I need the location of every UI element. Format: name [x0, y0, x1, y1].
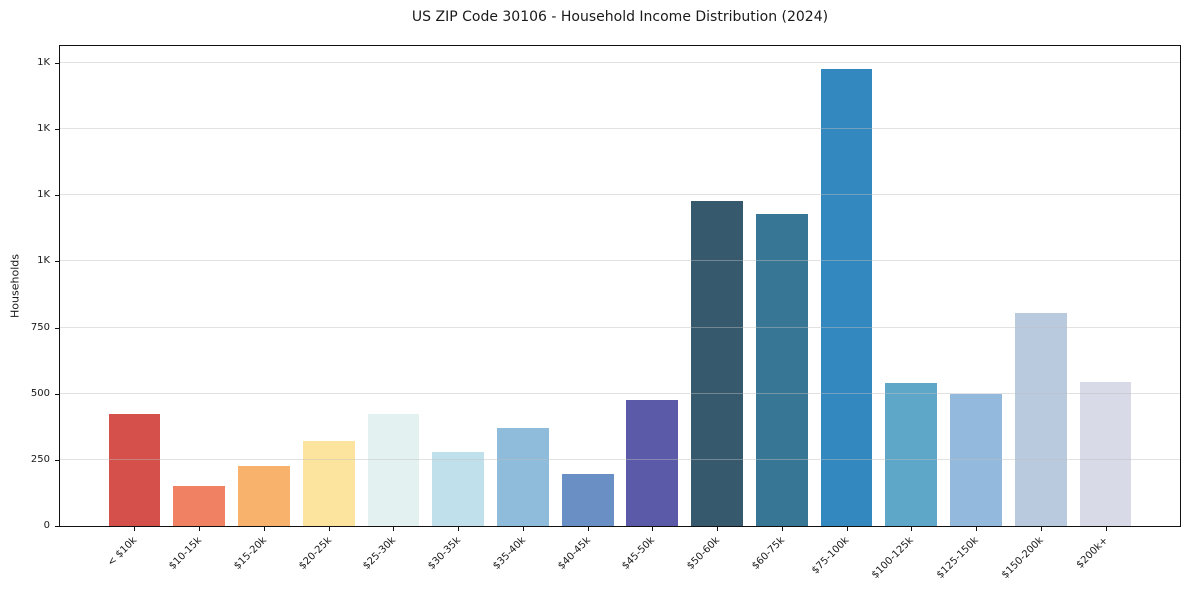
- gridline-500: [60, 392, 1180, 394]
- x-tick-mark: [523, 527, 524, 531]
- x-tick-label: $15-20k: [231, 535, 269, 572]
- x-tick-mark: [717, 527, 718, 531]
- bar-150-200k: [1014, 313, 1067, 526]
- bar-200k+: [1079, 381, 1132, 526]
- y-tick-mark: [55, 63, 59, 64]
- gridline-1000: [60, 260, 1180, 262]
- x-tick-mark: [652, 527, 653, 531]
- x-tick-label: $25-30k: [360, 535, 398, 572]
- chart-title: US ZIP Code 30106 - Household Income Dis…: [411, 9, 829, 25]
- x-tick-mark: [458, 527, 459, 531]
- bar-60-75k: [755, 214, 808, 526]
- bar-125-150k: [950, 394, 1002, 526]
- x-tick-label: $40-45k: [555, 535, 593, 572]
- x-tick-label: $10-15k: [166, 535, 204, 572]
- x-tick-label: $125-150k: [934, 535, 981, 581]
- bar-20-25k: [302, 441, 355, 526]
- y-tick-mark: [55, 195, 59, 196]
- y-tick-mark: [55, 129, 59, 130]
- gridline-1750: [60, 61, 1180, 63]
- y-tick-label: 1K: [37, 57, 50, 68]
- x-tick-label: $35-40k: [490, 535, 528, 572]
- x-tick-mark: [588, 527, 589, 531]
- bar-10-15k: [173, 486, 226, 526]
- x-tick-mark: [911, 527, 912, 531]
- bar-35-40k: [496, 427, 549, 526]
- x-tick-mark: [1041, 527, 1042, 531]
- x-tick-mark: [329, 527, 330, 531]
- plot-area: [59, 45, 1181, 527]
- x-tick-label: $50-60k: [684, 535, 722, 572]
- x-tick-mark: [134, 527, 135, 531]
- x-tick-mark: [393, 527, 394, 531]
- y-tick-label: 1K: [37, 255, 50, 266]
- gridline-750: [60, 326, 1180, 328]
- bar-45-50k: [626, 399, 679, 526]
- bar-40-45k: [561, 474, 614, 526]
- gridline-1250: [60, 194, 1180, 196]
- x-tick-label: < $10k: [105, 535, 139, 569]
- x-tick-label: $60-75k: [749, 535, 787, 572]
- x-tick-label: $30-35k: [425, 535, 463, 572]
- x-tick-label: $45-50k: [619, 535, 657, 572]
- y-tick-mark: [55, 328, 59, 329]
- gridline-250: [60, 458, 1180, 460]
- bar-75-100k: [820, 68, 873, 526]
- x-tick-mark: [976, 527, 977, 531]
- y-tick-label: 250: [30, 454, 50, 465]
- x-tick-mark: [847, 527, 848, 531]
- x-tick-label: $100-125k: [869, 535, 916, 581]
- y-tick-mark: [55, 394, 59, 395]
- y-tick-mark: [55, 460, 59, 461]
- x-tick-mark: [264, 527, 265, 531]
- gridline-1500: [60, 128, 1180, 130]
- x-tick-mark: [1106, 527, 1107, 531]
- y-tick-label: 750: [30, 322, 50, 333]
- x-tick-mark: [199, 527, 200, 531]
- x-tick-label: $150-200k: [999, 535, 1046, 581]
- bar-50-60k: [691, 200, 743, 526]
- x-tick-label: $20-25k: [296, 535, 334, 572]
- y-tick-mark: [55, 261, 59, 262]
- y-tick-label: 0: [43, 520, 50, 531]
- bar-25-30k: [367, 413, 420, 526]
- bar-30-35k: [432, 451, 485, 526]
- y-tick-mark: [55, 526, 59, 527]
- x-tick-label: $75-100k: [810, 535, 852, 577]
- x-tick-label: $200k+: [1074, 535, 1111, 571]
- y-tick-label: 1K: [37, 189, 50, 200]
- x-tick-mark: [782, 527, 783, 531]
- bar-10k: [108, 413, 161, 526]
- y-tick-label: 500: [30, 388, 50, 399]
- y-tick-label: 1K: [37, 123, 50, 134]
- bar-100-125k: [885, 383, 938, 526]
- bar-15-20k: [238, 466, 290, 526]
